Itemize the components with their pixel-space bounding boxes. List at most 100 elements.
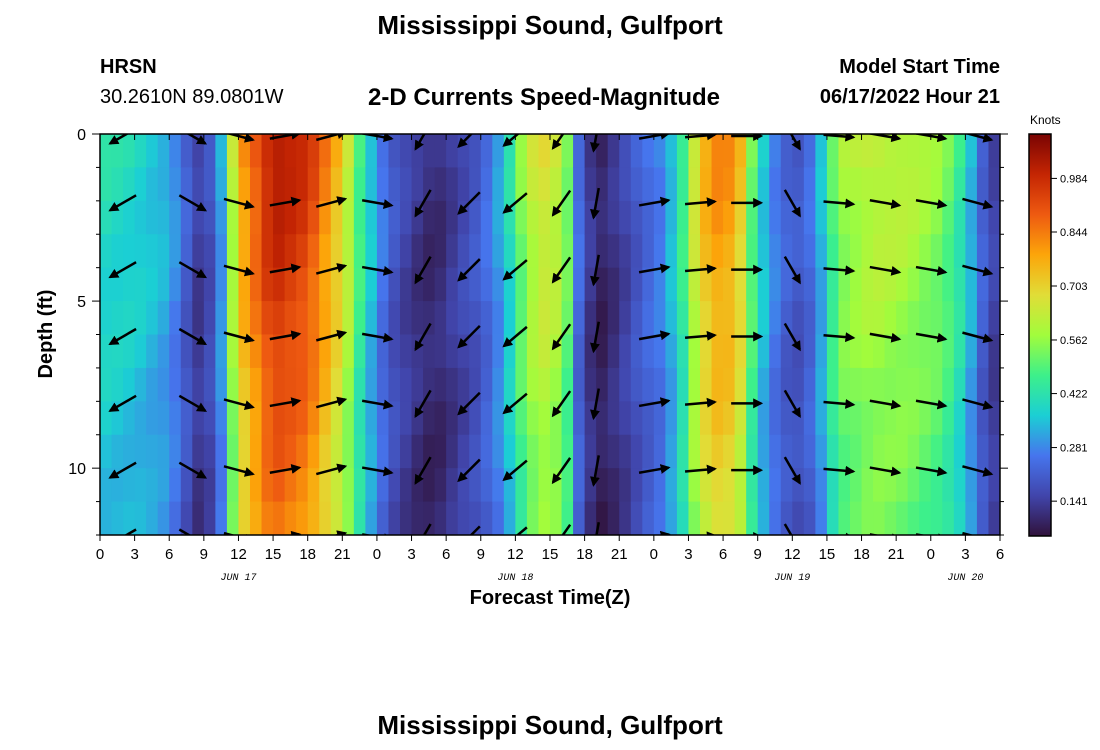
heat-cell bbox=[169, 367, 182, 402]
heat-cell bbox=[561, 301, 574, 336]
heat-cell bbox=[388, 434, 401, 469]
x-tick-label: 0 bbox=[373, 546, 381, 563]
heat-cell bbox=[838, 401, 851, 436]
heat-cell bbox=[526, 267, 540, 302]
heat-cell bbox=[723, 401, 736, 436]
heat-cell bbox=[353, 501, 366, 535]
heat-cell bbox=[619, 200, 632, 235]
heat-cell bbox=[146, 401, 159, 436]
heat-cell bbox=[642, 234, 655, 269]
heat-cell bbox=[942, 334, 955, 369]
heat-cell bbox=[480, 234, 493, 269]
heat-cell bbox=[896, 401, 909, 436]
heat-cell bbox=[711, 267, 724, 302]
heat-cell bbox=[111, 367, 124, 402]
heat-cell bbox=[965, 401, 978, 436]
heat-cell bbox=[780, 334, 793, 369]
heat-cell bbox=[919, 267, 932, 302]
heat-cell bbox=[723, 200, 736, 235]
current-arrow bbox=[457, 391, 481, 416]
heat-cell bbox=[665, 501, 678, 535]
heat-cell bbox=[780, 301, 793, 336]
heat-cell bbox=[515, 468, 528, 503]
heat-cell bbox=[838, 334, 851, 369]
heat-cell bbox=[446, 301, 459, 336]
heat-cell bbox=[988, 167, 1000, 202]
heat-cell bbox=[169, 434, 182, 469]
heat-cell bbox=[734, 134, 747, 169]
heat-cell bbox=[515, 301, 528, 336]
current-arrow bbox=[186, 134, 208, 145]
current-arrow bbox=[869, 265, 902, 276]
x-tick-label: 6 bbox=[165, 546, 173, 563]
colorbar-tick-label: 0.844 bbox=[1060, 227, 1088, 239]
date-label: JUN 17 bbox=[220, 573, 256, 584]
heat-cell bbox=[157, 200, 170, 235]
heat-cell bbox=[330, 234, 343, 269]
heat-cell bbox=[203, 234, 216, 269]
heat-cell bbox=[134, 267, 147, 302]
heat-cell bbox=[215, 234, 228, 269]
heat-cell bbox=[630, 434, 643, 469]
heat-cell bbox=[850, 301, 863, 336]
heat-cell bbox=[619, 367, 632, 402]
current-arrow bbox=[269, 196, 302, 207]
current-arrow bbox=[551, 457, 572, 485]
model-start-time: 06/17/2022 Hour 21 bbox=[819, 86, 1000, 108]
heat-cell bbox=[769, 301, 782, 336]
heat-cell bbox=[665, 234, 678, 269]
colorbar-tick-label: 0.562 bbox=[1060, 335, 1088, 347]
current-arrow bbox=[684, 397, 717, 408]
heat-cell bbox=[653, 200, 666, 235]
heat-cell bbox=[907, 334, 920, 369]
heat-cell bbox=[192, 167, 205, 202]
heat-cell bbox=[815, 468, 828, 503]
heat-cell bbox=[261, 200, 274, 235]
heat-cell bbox=[192, 501, 205, 535]
heat-cell bbox=[803, 234, 816, 269]
heat-cell bbox=[353, 267, 366, 302]
current-arrow bbox=[223, 331, 255, 344]
heat-cell bbox=[492, 267, 505, 302]
heat-cell bbox=[700, 167, 713, 202]
heat-cell bbox=[700, 200, 713, 235]
heat-cell bbox=[630, 334, 643, 369]
heat-cell bbox=[330, 468, 343, 503]
heat-cell bbox=[780, 401, 793, 436]
heat-cell bbox=[273, 200, 286, 235]
heat-cell bbox=[376, 234, 390, 269]
heat-cell bbox=[815, 200, 828, 235]
heat-cell bbox=[457, 468, 470, 503]
colorbar-tick-label: 0.703 bbox=[1060, 281, 1088, 293]
heat-cell bbox=[873, 134, 886, 169]
heat-cell bbox=[953, 501, 966, 535]
current-arrow bbox=[108, 134, 130, 145]
heat-cell bbox=[734, 301, 747, 336]
heat-cell bbox=[526, 167, 540, 202]
heat-cell bbox=[134, 367, 147, 402]
heat-cell bbox=[653, 167, 666, 202]
heat-cell bbox=[561, 234, 574, 269]
heat-cell bbox=[515, 334, 528, 369]
heat-cell bbox=[284, 501, 297, 535]
heat-cell bbox=[319, 434, 332, 469]
heat-cell bbox=[284, 334, 297, 369]
heat-cell bbox=[365, 434, 378, 469]
heat-cell bbox=[480, 301, 493, 336]
heat-cell bbox=[157, 301, 170, 336]
heat-cell bbox=[642, 167, 655, 202]
heat-cell bbox=[353, 234, 366, 269]
heat-cell bbox=[146, 434, 159, 469]
heat-cell bbox=[780, 367, 793, 402]
heat-cell bbox=[815, 234, 828, 269]
heat-cell bbox=[919, 334, 932, 369]
heat-cell bbox=[676, 501, 690, 535]
heat-cell bbox=[538, 501, 551, 535]
heat-cell bbox=[850, 234, 863, 269]
current-arrow bbox=[269, 464, 302, 475]
heat-cell bbox=[884, 367, 897, 402]
heat-cell bbox=[550, 301, 563, 336]
heat-cell bbox=[838, 234, 851, 269]
x-tick-label: 15 bbox=[265, 546, 282, 563]
heat-cell bbox=[803, 134, 816, 169]
